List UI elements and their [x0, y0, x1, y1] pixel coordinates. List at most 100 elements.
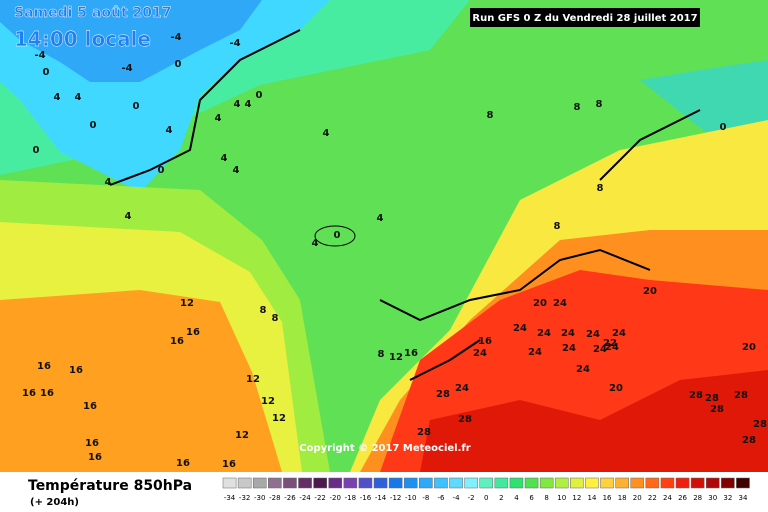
- scale-label: -6: [437, 494, 445, 502]
- scale-swatch: [479, 477, 494, 489]
- scale-swatch: [554, 477, 569, 489]
- isotherm-label: 24: [455, 383, 469, 394]
- isotherm-label: 24: [473, 348, 487, 359]
- isotherm-label: 4: [233, 165, 240, 176]
- isotherm-label: 4: [312, 238, 319, 249]
- scale-swatch: [675, 477, 690, 489]
- isotherm-label: 16: [37, 361, 51, 372]
- isotherm-label: 24: [553, 298, 567, 309]
- scale-label: 14: [587, 494, 596, 502]
- scale-swatch: [419, 477, 433, 489]
- isotherm-label: 4: [245, 99, 252, 110]
- scale-label: 20: [633, 494, 642, 502]
- map-background: [0, 0, 768, 472]
- isotherm-label: 4: [54, 92, 61, 103]
- scale-swatch: [388, 477, 403, 489]
- isotherm-label: 8: [596, 99, 603, 110]
- scale-label: -30: [254, 494, 265, 502]
- scale-swatch: [524, 477, 539, 489]
- isotherm-label: 16: [170, 336, 184, 347]
- scale-label: -4: [453, 494, 461, 502]
- isotherm-label: 12: [389, 352, 403, 363]
- isotherm-label: 28: [753, 419, 767, 430]
- isotherm-label: 20: [742, 342, 756, 353]
- isotherm-label: 24: [576, 364, 590, 375]
- scale-swatch: [509, 477, 524, 489]
- scale-label: -24: [299, 494, 311, 502]
- isotherm-label: 16: [176, 458, 190, 469]
- isotherm-label: 22: [603, 338, 617, 349]
- isotherm-label: 24: [513, 323, 527, 334]
- isotherm-label: 0: [720, 122, 727, 133]
- scale-label: 12: [572, 494, 581, 502]
- scale-label: -22: [314, 494, 325, 502]
- isotherm-label: 4: [323, 128, 330, 139]
- isotherm-label: 16: [478, 336, 492, 347]
- scale-label: -18: [345, 494, 356, 502]
- isotherm-label: 0: [133, 101, 140, 112]
- scale-swatch: [494, 477, 509, 489]
- isotherm-label: 0: [43, 67, 50, 78]
- scale-label: 8: [544, 494, 548, 502]
- scale-label: -26: [284, 494, 296, 502]
- isotherm-label: 16: [186, 327, 200, 338]
- scale-label: -12: [390, 494, 401, 502]
- footer-lead: (+ 204h): [30, 497, 79, 508]
- isotherm-label: -4: [170, 32, 181, 43]
- scale-swatch: [328, 477, 343, 489]
- isotherm-label: 0: [334, 230, 341, 241]
- scale-label: 16: [603, 494, 612, 502]
- scale-swatch: [539, 477, 554, 489]
- isotherm-label: 0: [175, 59, 182, 70]
- scale-label: 6: [529, 494, 534, 502]
- scale-label: 18: [618, 494, 627, 502]
- isotherm-label: 4: [125, 211, 132, 222]
- isotherm-label: 16: [404, 348, 418, 359]
- scale-swatch: [222, 477, 237, 489]
- color-scale: -34 -32 -30 -28 -26 -24 -22 -20 -18 -16 -14 -12 -10-…: [222, 477, 750, 502]
- isotherm-label: 28: [705, 393, 719, 404]
- isotherm-label: 8: [260, 305, 267, 316]
- scale-swatch: [464, 477, 478, 489]
- scale-swatch: [268, 477, 282, 489]
- isotherm-label: 12: [246, 374, 260, 385]
- isotherm-label: 24: [605, 342, 619, 353]
- scale-swatch: [434, 477, 448, 489]
- scale-swatch: [736, 477, 750, 489]
- scale-label: 22: [648, 494, 657, 502]
- scale-swatch: [690, 477, 705, 489]
- scale-swatch: [600, 477, 614, 489]
- scale-swatch: [721, 477, 735, 489]
- scale-label: -10: [405, 494, 416, 502]
- isotherm-label: 12: [180, 298, 194, 309]
- scale-swatch: [660, 477, 675, 489]
- isotherm-label: 28: [458, 414, 472, 425]
- isotherm-label: 20: [533, 298, 547, 309]
- scale-swatch: [630, 477, 645, 489]
- scale-swatch: [373, 477, 388, 489]
- scale-label: 0: [484, 494, 488, 502]
- isotherm-label: 8: [378, 349, 385, 360]
- scale-label: -20: [330, 494, 341, 502]
- scale-label: 30: [708, 494, 717, 502]
- isotherm-label: 28: [417, 427, 431, 438]
- isotherm-label: 0: [33, 145, 40, 156]
- scale-swatch: [283, 477, 297, 489]
- scale-swatch: [298, 477, 312, 489]
- scale-label: 32: [723, 494, 732, 502]
- scale-label: 28: [693, 494, 702, 502]
- isotherm-label: 0: [90, 120, 97, 131]
- scale-swatch: [313, 477, 327, 489]
- isotherm-label: 4: [75, 92, 82, 103]
- scale-swatch: [705, 477, 720, 489]
- isotherm-label: -4: [34, 50, 45, 61]
- scale-swatch: [585, 477, 599, 489]
- isotherm-label: 24: [561, 328, 575, 339]
- scale-swatch: [615, 477, 629, 489]
- isotherm-label: 4: [105, 177, 112, 188]
- isotherm-label: 12: [235, 430, 249, 441]
- isotherm-label: 8: [272, 313, 279, 324]
- isotherm-label: 16: [83, 401, 97, 412]
